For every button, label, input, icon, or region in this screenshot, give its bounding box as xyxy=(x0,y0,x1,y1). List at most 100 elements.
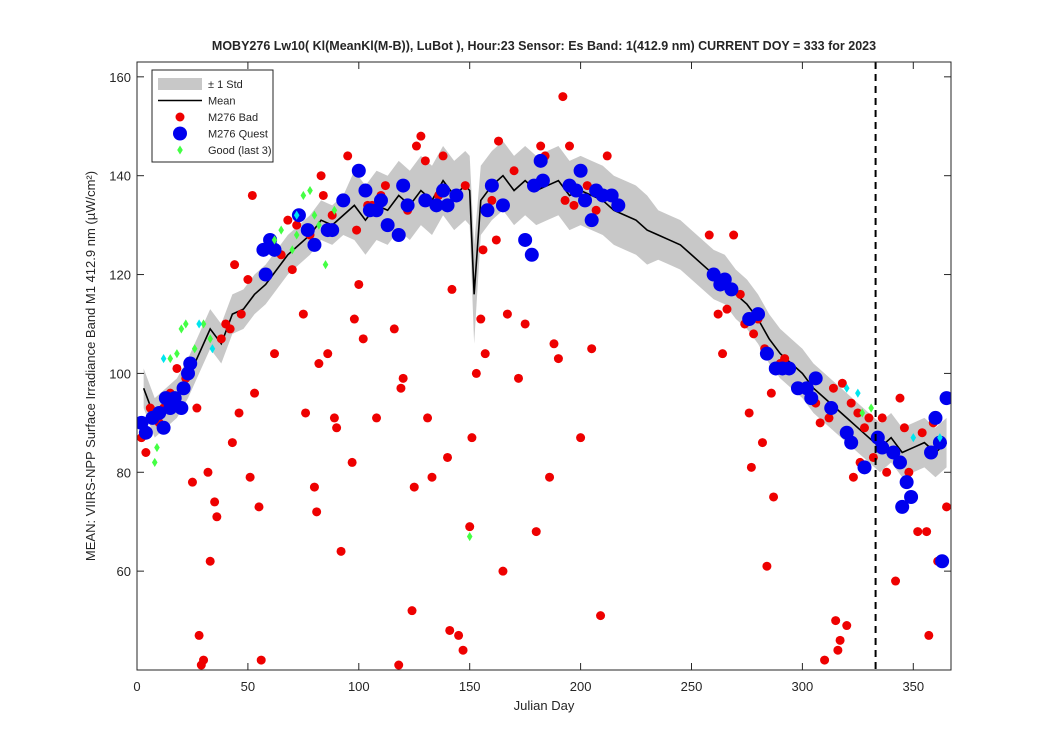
point xyxy=(200,319,207,329)
point xyxy=(718,349,728,359)
point xyxy=(407,606,417,616)
point xyxy=(329,413,339,423)
point xyxy=(167,391,182,406)
point xyxy=(298,309,308,319)
point xyxy=(256,655,266,665)
point xyxy=(243,274,253,284)
point xyxy=(535,173,550,188)
point xyxy=(744,408,754,418)
legend-label: Good (last 3) xyxy=(208,145,272,157)
point xyxy=(311,210,318,220)
point xyxy=(942,502,951,512)
y-tick-label: 120 xyxy=(109,268,131,283)
point xyxy=(917,428,927,438)
point xyxy=(174,401,189,416)
point xyxy=(176,381,191,396)
point xyxy=(518,232,533,247)
point xyxy=(824,413,834,423)
legend-swatch xyxy=(173,126,187,141)
point xyxy=(349,314,359,324)
point xyxy=(882,467,892,477)
point xyxy=(209,344,216,354)
point xyxy=(717,272,732,287)
point xyxy=(591,205,601,215)
point xyxy=(167,354,174,364)
point xyxy=(312,507,322,517)
point xyxy=(372,413,382,423)
point xyxy=(236,309,246,319)
point xyxy=(245,472,255,482)
point xyxy=(409,482,419,492)
point xyxy=(322,260,329,270)
std-band xyxy=(143,141,947,478)
legend-swatch xyxy=(175,112,185,122)
point xyxy=(380,181,390,191)
point xyxy=(855,388,861,398)
point xyxy=(932,435,947,450)
point xyxy=(293,230,300,240)
point xyxy=(301,408,311,418)
point xyxy=(471,368,481,378)
point xyxy=(445,625,455,635)
point xyxy=(358,183,373,198)
point xyxy=(466,531,473,542)
point xyxy=(891,576,901,586)
point xyxy=(835,635,845,645)
point xyxy=(602,151,612,161)
point xyxy=(354,279,364,289)
point xyxy=(536,141,546,151)
point xyxy=(323,349,333,359)
legend-swatch xyxy=(177,145,183,155)
point xyxy=(283,215,293,225)
point xyxy=(420,156,430,166)
point xyxy=(447,284,457,294)
point xyxy=(254,502,264,512)
point xyxy=(411,141,421,151)
point xyxy=(247,190,257,200)
point xyxy=(270,349,280,359)
point xyxy=(396,383,406,393)
point xyxy=(416,131,426,141)
point xyxy=(152,405,167,420)
point xyxy=(194,630,204,640)
x-tick-label: 100 xyxy=(348,679,370,694)
point xyxy=(842,621,852,631)
legend-swatch xyxy=(158,78,202,90)
x-tick-label: 150 xyxy=(459,679,481,694)
point xyxy=(343,151,353,161)
point xyxy=(396,178,411,193)
point xyxy=(389,324,399,334)
point xyxy=(558,92,568,102)
point xyxy=(569,200,579,210)
point xyxy=(706,267,721,282)
point xyxy=(278,225,284,235)
point xyxy=(250,388,260,398)
point xyxy=(141,448,151,458)
point xyxy=(227,438,237,448)
point xyxy=(886,445,901,460)
point xyxy=(183,356,198,371)
point xyxy=(935,554,950,569)
point xyxy=(487,195,497,205)
point xyxy=(757,438,767,448)
y-tick-label: 100 xyxy=(109,366,131,381)
point xyxy=(573,163,588,178)
point xyxy=(316,171,326,181)
point xyxy=(780,354,790,364)
point xyxy=(533,153,548,168)
point xyxy=(937,433,943,443)
point xyxy=(423,413,433,423)
point xyxy=(904,489,919,504)
point xyxy=(460,181,470,191)
point xyxy=(596,611,606,621)
point xyxy=(316,220,322,230)
point xyxy=(358,334,368,344)
legend-label: ± 1 Std xyxy=(208,79,243,91)
point xyxy=(569,183,584,198)
point xyxy=(749,329,759,339)
point xyxy=(465,522,475,532)
point xyxy=(815,418,825,428)
point xyxy=(187,477,197,487)
point xyxy=(549,339,559,349)
